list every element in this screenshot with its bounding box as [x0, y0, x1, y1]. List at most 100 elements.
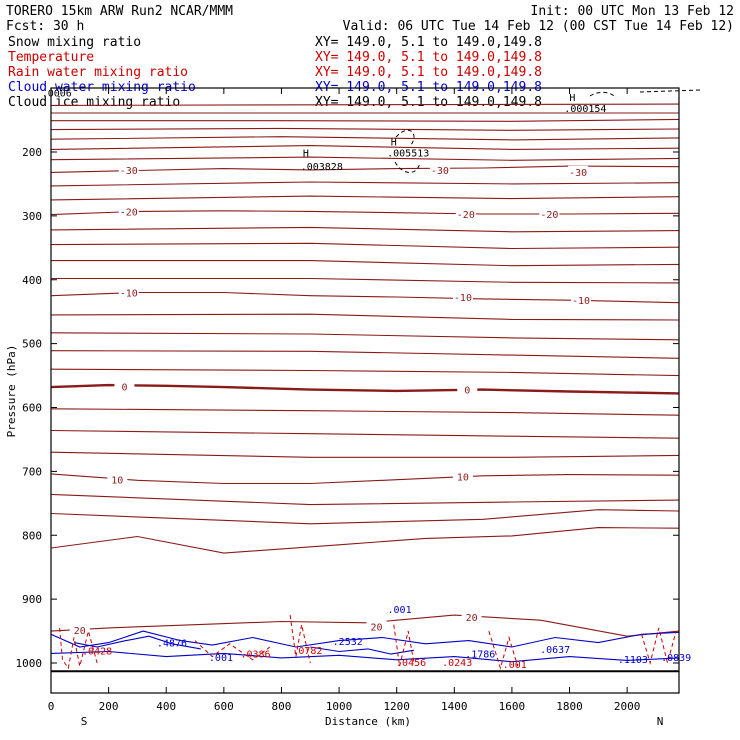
- surface-value-label: .001: [388, 605, 412, 616]
- isotherm-label: -10: [454, 293, 472, 304]
- legend-entry-xy: XY= 149.0, 5.1 to 149.0,149.8: [315, 95, 542, 110]
- x-axis: 0 200 400 600 800 1000 1200 1400 1600 1800 2000: [48, 88, 641, 713]
- isotherm-line--30: [50, 165, 680, 173]
- x-tick-label: 1200: [383, 700, 410, 713]
- cloud-water-contour: [310, 646, 415, 655]
- plot-frame: [50, 87, 680, 694]
- y-tick-label: 400: [22, 274, 42, 287]
- max-value-label: .003828: [301, 162, 343, 173]
- y-tick-label: 600: [22, 402, 42, 415]
- surface-value-label: .0782: [292, 646, 322, 657]
- isotherm-label-bg: [461, 611, 482, 623]
- legend: Snow mixing ratio XY= 149.0, 5.1 to 149.0…: [8, 35, 542, 110]
- x-tick-label: 1400: [441, 700, 468, 713]
- legend-entry-name: Rain water mixing ratio: [8, 65, 188, 80]
- isotherm-line: [50, 527, 680, 554]
- isotherm-line: [50, 408, 680, 416]
- isotherm-label-bg: [429, 163, 450, 175]
- cloud-water-contour: [73, 635, 201, 650]
- isotherm-label-bg: [107, 473, 128, 485]
- isotherm-label-bg: [539, 207, 560, 219]
- forecast-hour: Fcst: 30 h: [6, 19, 84, 34]
- surface-value-label: .0386: [240, 649, 270, 660]
- surface-value-label: .0637: [540, 645, 570, 656]
- isotherm-line: [50, 181, 680, 187]
- surface-value-label: .0839: [661, 653, 691, 664]
- isotherm-line: [50, 350, 680, 359]
- x-tick-label: 1800: [556, 700, 583, 713]
- x-tick-label: 1600: [499, 700, 526, 713]
- y-tick-label: 800: [22, 529, 42, 542]
- legend-entry-xy: XY= 149.0, 5.1 to 149.0,149.8: [315, 50, 542, 65]
- rain-contour: [59, 627, 98, 670]
- x-tick-label: 600: [214, 700, 234, 713]
- surface-value-label: .1786: [465, 649, 495, 660]
- isotherm-label-bg: [118, 163, 139, 175]
- isotherm-line: [50, 493, 680, 506]
- isotherm-line: [50, 145, 680, 150]
- max-marker: H: [303, 148, 309, 159]
- max-marker: H: [391, 138, 397, 149]
- isotherm-line-10: [50, 473, 680, 485]
- legend-entry-xy: XY= 149.0, 5.1 to 149.0,149.8: [315, 35, 542, 50]
- isotherm-label: -20: [457, 210, 475, 221]
- legend-entry-xy: XY= 149.0, 5.1 to 149.0,149.8: [315, 65, 542, 80]
- surface-value-label: .1103: [618, 655, 648, 666]
- surface-value-label: .001: [209, 653, 233, 664]
- x-tick-label: 400: [156, 700, 176, 713]
- isotherm-label: 20: [466, 613, 478, 624]
- isotherm-label: 20: [370, 623, 382, 634]
- x-tick-label: 2000: [614, 700, 641, 713]
- valid-time: Valid: 06 UTC Tue 14 Feb 12 (00 CST Tue …: [343, 19, 734, 34]
- isotherm-line: [51, 118, 680, 122]
- surface-value-label: .0456: [396, 658, 426, 669]
- isotherm-label: -10: [120, 289, 138, 300]
- surface-value-label: .2532: [333, 637, 363, 648]
- isotherm-line: [50, 429, 680, 439]
- isotherm-label: 10: [457, 472, 469, 483]
- isotherm-line: [50, 103, 680, 106]
- isotherm-label-bg: [568, 165, 589, 177]
- snow-contour: [589, 89, 701, 99]
- isotherm-label-bg: [455, 207, 476, 219]
- isotherm-line: [50, 332, 680, 341]
- surface-value-label: .0428: [82, 647, 112, 658]
- max-value-label: .0006: [42, 88, 72, 99]
- isotherm-line: [50, 509, 680, 525]
- rain-contour: [641, 627, 677, 665]
- isotherm-label: 0: [464, 386, 470, 397]
- x-axis-label: Distance (km): [325, 715, 411, 728]
- isotherm-label: -20: [540, 210, 558, 221]
- isotherm-label-bg: [571, 294, 592, 306]
- isotherm-line: [50, 242, 680, 250]
- isotherm-label: 20: [74, 626, 86, 637]
- x-tick-label: 800: [272, 700, 292, 713]
- model-title: TORERO 15km ARW Run2 NCAR/MMM: [6, 4, 233, 19]
- isotherm-line: [50, 195, 680, 201]
- isotherm-label: -10: [572, 296, 590, 307]
- init-time: Init: 00 UTC Mon 13 Feb 12: [531, 4, 735, 19]
- y-tick-label: 200: [22, 146, 42, 159]
- left-endpoint-label: S: [81, 715, 88, 728]
- isotherm-label: -20: [120, 207, 138, 218]
- rain-contour: [393, 624, 415, 667]
- max-value-label: .000154: [564, 104, 606, 115]
- y-tick-label: 1000: [16, 657, 43, 670]
- isotherm-label: -30: [431, 166, 449, 177]
- cloud-water-contour: [50, 630, 680, 648]
- y-tick-label: 300: [22, 210, 42, 223]
- isotherm-line: [51, 260, 680, 267]
- isotherm-label-bg: [114, 380, 135, 392]
- max-value-label: .005513: [387, 148, 429, 159]
- isotherm-line: [50, 313, 680, 321]
- cloud-ice-contour: [394, 129, 421, 173]
- contour-labels-group: H.003828H.005513H.000154.0006.0428.4876.…: [42, 88, 691, 671]
- isotherm-line: [51, 277, 680, 284]
- isotherm-label-bg: [457, 383, 478, 395]
- y-tick-label: 900: [22, 593, 42, 606]
- legend-entry-name: Temperature: [8, 50, 94, 65]
- y-axis-label: Pressure (hPa): [5, 345, 18, 438]
- isotherm-line: [50, 136, 680, 141]
